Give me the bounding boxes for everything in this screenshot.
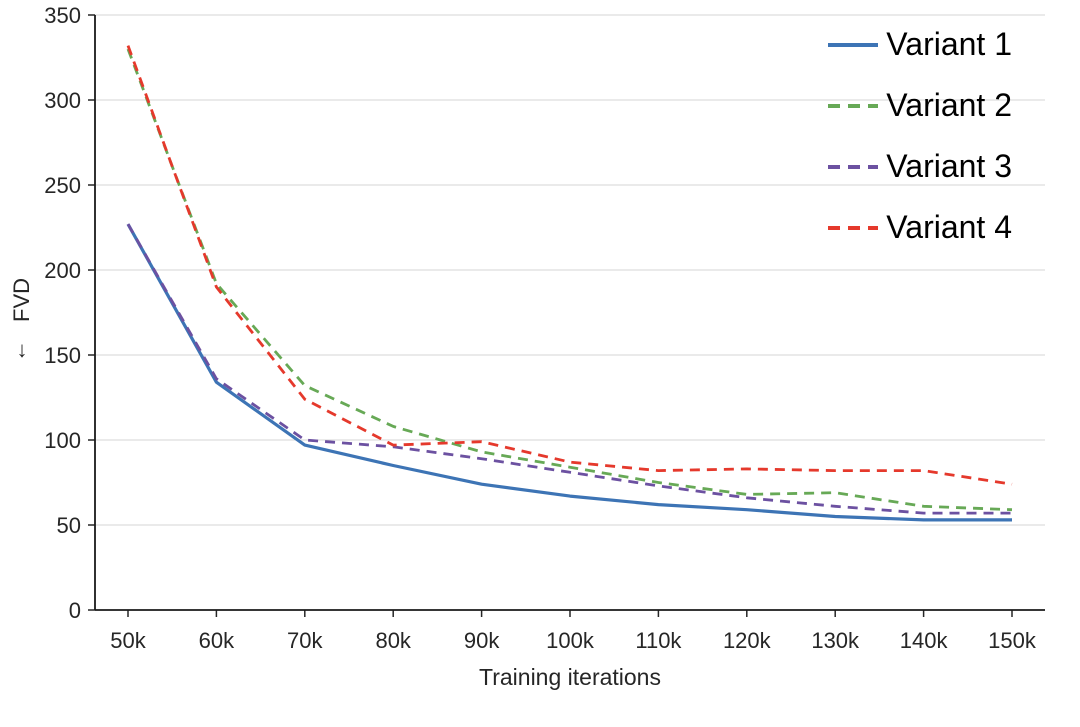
legend-item-variant-3: Variant 3 xyxy=(828,148,1012,185)
x-tick-label: 60k xyxy=(199,628,235,653)
down-arrow-icon: ↓ xyxy=(16,337,28,362)
legend-line-variant-1 xyxy=(828,42,879,47)
legend-label: Variant 4 xyxy=(886,209,1012,245)
x-tick-label: 120k xyxy=(723,628,772,653)
y-tick-label: 100 xyxy=(44,428,81,453)
series-line-variant-4 xyxy=(126,45,1013,486)
x-tick-label: 100k xyxy=(546,628,595,653)
legend-item-variant-1: Variant 1 xyxy=(828,26,1012,63)
legend-label: Variant 2 xyxy=(886,87,1012,123)
x-tick-label: 110k xyxy=(635,628,682,653)
series-line-variant-3 xyxy=(126,223,1012,515)
x-tick-label: 90k xyxy=(464,628,500,653)
x-tick-label: 80k xyxy=(375,628,411,653)
y-tick-label: 150 xyxy=(44,343,81,368)
legend: Variant 1 Variant 2 Variant 3 Variant 4 xyxy=(828,26,1012,246)
legend-line-variant-4 xyxy=(828,225,879,230)
series-line-variant-2 xyxy=(126,48,1013,512)
legend-item-variant-2: Variant 2 xyxy=(828,87,1012,124)
x-tick-label: 150k xyxy=(988,628,1037,653)
y-tick-label: 0 xyxy=(69,598,81,623)
legend-label: Variant 3 xyxy=(886,148,1012,184)
x-tick-label: 70k xyxy=(287,628,323,653)
y-tick-label: 200 xyxy=(44,258,81,283)
legend-line-variant-2 xyxy=(828,103,879,108)
y-tick-label: 250 xyxy=(44,173,81,198)
legend-item-variant-4: Variant 4 xyxy=(828,209,1012,246)
x-tick-label: 50k xyxy=(110,628,146,653)
y-tick-label: 50 xyxy=(57,513,81,538)
x-axis-title: Training iterations xyxy=(479,664,661,690)
y-axis-title: FVD xyxy=(9,278,34,322)
legend-label: Variant 1 xyxy=(886,26,1012,62)
y-tick-label: 300 xyxy=(44,88,81,113)
legend-line-variant-3 xyxy=(828,164,879,169)
y-tick-label: 350 xyxy=(44,3,81,28)
x-tick-label: 130k xyxy=(811,628,860,653)
series-line-variant-1 xyxy=(126,223,1012,522)
x-tick-label: 140k xyxy=(900,628,949,653)
